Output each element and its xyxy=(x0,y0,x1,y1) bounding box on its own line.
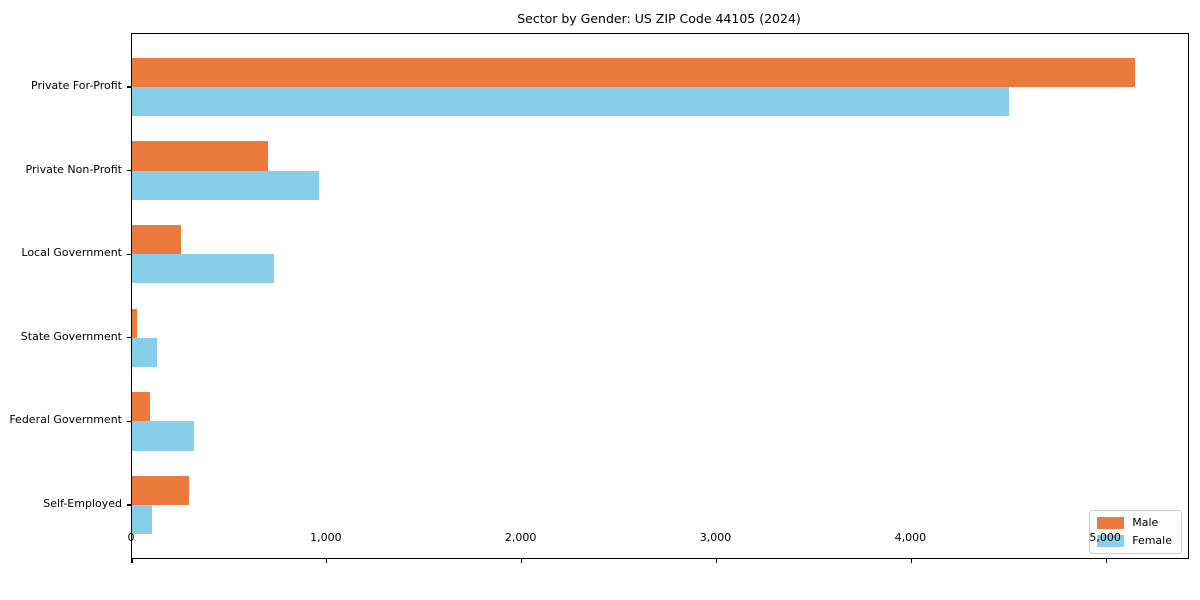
x-tick-label: 5,000 xyxy=(1089,531,1121,544)
legend-label-male: Male xyxy=(1132,516,1159,529)
x-tick-label: 0 xyxy=(127,531,135,544)
bar-female-state-government xyxy=(132,337,158,368)
x-tick xyxy=(910,559,912,564)
y-tick xyxy=(126,337,131,339)
legend: Male Female xyxy=(1089,510,1182,554)
bar-male-private-non-profit xyxy=(132,141,269,171)
y-tick-label: State Government xyxy=(20,329,122,343)
x-tick xyxy=(715,559,718,564)
bar-male-private-for-profit xyxy=(132,57,1136,88)
legend-entry-male: Male xyxy=(1097,517,1172,529)
x-tick-label: 4,000 xyxy=(894,531,927,544)
bar-female-private-non-profit xyxy=(132,170,320,200)
x-tick-label: 1,000 xyxy=(310,531,342,544)
y-tick xyxy=(126,86,131,88)
legend-entry-female: Female xyxy=(1097,535,1172,547)
y-tick xyxy=(126,170,131,172)
y-tick-label: Local Government xyxy=(21,246,122,260)
plot-area: Male Female xyxy=(126,33,1189,564)
x-tick xyxy=(1105,559,1107,564)
y-tick xyxy=(126,253,131,255)
bar-female-federal-government xyxy=(132,421,195,451)
x-tick-label: 2,000 xyxy=(504,531,537,544)
x-tick xyxy=(131,559,133,564)
y-tick xyxy=(126,504,131,506)
chart-title: Sector by Gender: US ZIP Code 44105 (202… xyxy=(517,11,801,26)
bar-female-local-government xyxy=(132,254,275,284)
legend-swatch-male xyxy=(1097,517,1125,529)
bar-male-local-government xyxy=(132,224,181,255)
legend-label-female: Female xyxy=(1132,534,1172,547)
x-tick xyxy=(326,559,328,564)
y-tick-label: Private For-Profit xyxy=(31,79,122,93)
legend-swatch-female xyxy=(1097,535,1125,547)
bar-male-federal-government xyxy=(132,392,150,422)
y-tick-label: Federal Government xyxy=(9,413,122,427)
y-tick-label: Private Non-Profit xyxy=(25,162,122,176)
y-tick xyxy=(126,420,131,422)
y-tick-label: Self-Employed xyxy=(43,496,122,510)
bar-female-self-employed xyxy=(132,504,153,535)
bar-male-state-government xyxy=(132,308,137,338)
x-tick xyxy=(521,559,523,564)
bar-female-private-for-profit xyxy=(132,87,1009,117)
x-tick-label: 3,000 xyxy=(699,531,732,544)
bar-male-self-employed xyxy=(132,475,189,505)
